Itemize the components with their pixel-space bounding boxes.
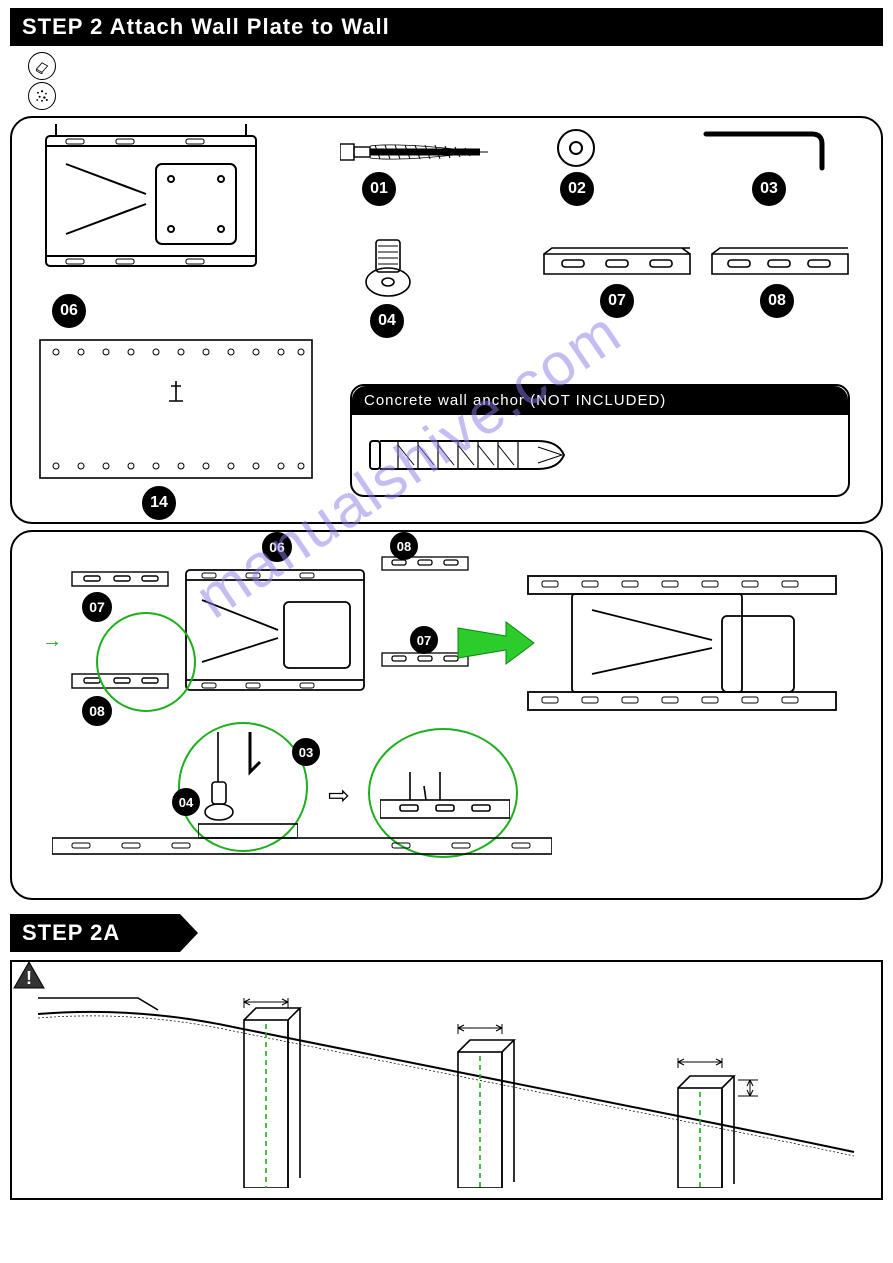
part-01-drawing (340, 132, 490, 177)
part-03-drawing (702, 124, 842, 177)
step2a-title-text: STEP 2A (22, 920, 120, 945)
part-06-badge: 06 (52, 294, 86, 328)
anchor-label: Concrete wall anchor (NOT INCLUDED) (352, 386, 848, 415)
assembled-result (522, 562, 842, 737)
part-02-badge: 02 (560, 172, 594, 206)
step2-title-bar: STEP 2 Attach Wall Plate to Wall (10, 8, 883, 46)
bottom-rail (52, 832, 552, 867)
concrete-icon (28, 82, 56, 110)
part-08-drawing (710, 246, 850, 289)
part-01-badge: 01 (362, 172, 396, 206)
material-icons (28, 52, 883, 110)
part-03-badge: 03 (752, 172, 786, 206)
part-14-badge: 14 (142, 486, 176, 520)
badge-08-b: 08 (390, 532, 418, 560)
assembly-right-08-top (380, 552, 470, 581)
part-06-drawing (36, 124, 286, 299)
assembly-mount-06 (180, 552, 370, 717)
badge-06-b: 06 (262, 532, 292, 562)
part-04-badge: 04 (370, 304, 404, 338)
badge-07-a: 07 (82, 592, 112, 622)
part-14-drawing (36, 336, 316, 491)
step2a-title-bar: STEP 2A (10, 914, 180, 952)
detail-1-content (198, 732, 298, 847)
anchor-box: Concrete wall anchor (NOT INCLUDED) (350, 384, 850, 497)
part-07-badge: 07 (600, 284, 634, 318)
stud-wall-drawing (18, 968, 858, 1188)
badge-07-b: 07 (410, 626, 438, 654)
badge-08-a: 08 (82, 696, 112, 726)
assembly-panel: 07 08 → 06 08 07 (10, 530, 883, 900)
hollow-arrow: ⇨ (328, 780, 350, 811)
insert-arrow-left: → (42, 630, 62, 653)
parts-panel: 06 01 02 03 (10, 116, 883, 524)
step2-title-text: STEP 2 Attach Wall Plate to Wall (22, 14, 390, 39)
left-green-circle (96, 612, 196, 712)
wood-stud-icon (28, 52, 56, 80)
assembly-left-07-top (70, 566, 170, 597)
stud-wall-panel: ! (10, 960, 883, 1200)
part-07-drawing (542, 246, 692, 289)
detail-2-content (380, 772, 510, 837)
badge-03-b: 03 (292, 738, 320, 766)
badge-04-b: 04 (172, 788, 200, 816)
anchor-drawing (352, 415, 848, 495)
part-02-drawing (546, 126, 606, 175)
part-04-drawing (360, 238, 416, 305)
part-08-badge: 08 (760, 284, 794, 318)
